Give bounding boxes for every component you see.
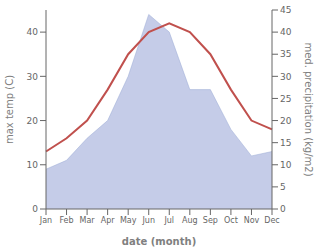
svg-text:Jun: Jun [141,216,155,225]
svg-text:0: 0 [280,204,286,214]
svg-text:30: 30 [27,72,39,82]
svg-text:40: 40 [27,27,39,37]
svg-text:Sep: Sep [203,216,218,225]
svg-text:date (month): date (month) [122,236,196,247]
svg-text:Jan: Jan [39,216,52,225]
svg-text:20: 20 [280,116,292,126]
svg-text:15: 15 [280,138,291,148]
svg-text:20: 20 [27,116,39,126]
svg-text:Aug: Aug [182,216,198,225]
svg-text:25: 25 [280,94,291,104]
svg-text:Oct: Oct [224,216,238,225]
svg-text:40: 40 [280,27,292,37]
svg-text:Mar: Mar [80,216,96,225]
svg-text:med. precipitation (kg/m2): med. precipitation (kg/m2) [303,42,310,176]
svg-text:Jul: Jul [163,216,174,225]
svg-text:0: 0 [32,204,38,214]
svg-text:10: 10 [280,160,292,170]
svg-text:max temp (C): max temp (C) [8,75,15,144]
svg-text:Dec: Dec [264,216,279,225]
svg-text:May: May [120,216,137,225]
svg-text:5: 5 [280,182,286,192]
svg-text:Feb: Feb [59,216,73,225]
svg-text:Apr: Apr [101,216,116,225]
svg-text:35: 35 [280,49,291,59]
svg-text:Nov: Nov [244,216,260,225]
svg-text:10: 10 [27,160,39,170]
svg-text:45: 45 [280,5,291,15]
svg-text:30: 30 [280,72,292,82]
